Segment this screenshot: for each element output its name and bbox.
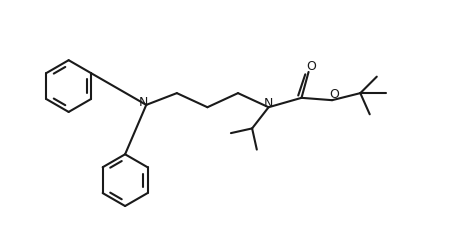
Text: N: N — [264, 97, 273, 110]
Text: O: O — [306, 60, 316, 73]
Text: O: O — [329, 88, 339, 101]
Text: N: N — [139, 96, 148, 109]
